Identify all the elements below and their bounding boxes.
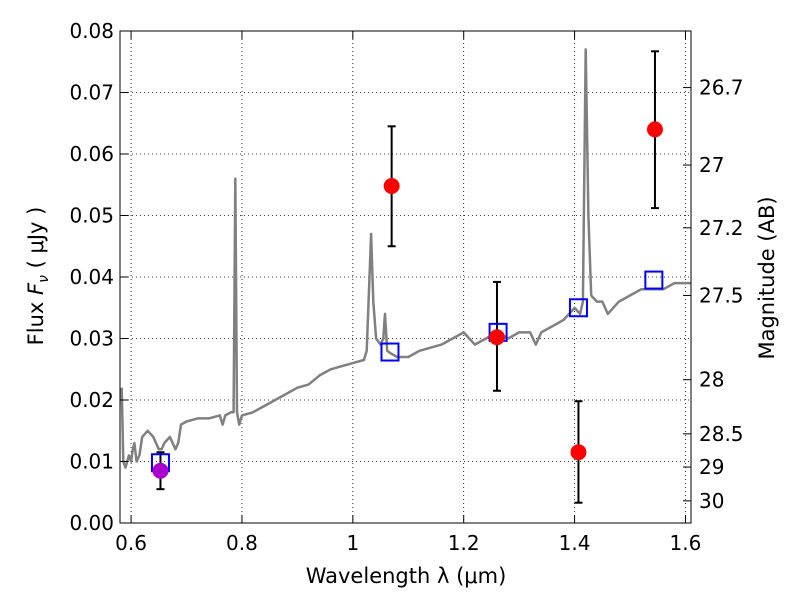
- model-square-marker: [644, 270, 664, 290]
- x-tick-label: 0.8: [226, 531, 258, 555]
- x-tick-label: 1.4: [559, 531, 591, 555]
- y2-axis-label: Magnitude (AB): [755, 196, 779, 359]
- observed-point: [646, 121, 663, 138]
- y-axis-label-symbol: F: [24, 282, 48, 295]
- y-tick-label: 0.01: [69, 450, 114, 474]
- x-axis-ticks: 0.6 0.8 1 1.2 1.4 1.6: [115, 31, 701, 555]
- y2-tick-label: 27.2: [699, 216, 744, 240]
- observed-point: [383, 177, 400, 194]
- y2-tick-label: 28.5: [699, 422, 744, 446]
- y2-axis-ticks: 26.7 27 27.2 27.5 28 28.5 29 30: [683, 76, 744, 513]
- observed-point: [488, 329, 505, 346]
- y-tick-label: 0.08: [69, 19, 114, 43]
- spectrum-line: [120, 48, 691, 469]
- x-tick-label: 1.6: [670, 531, 702, 555]
- y-tick-label: 0.02: [69, 388, 114, 412]
- y-axis-label-subscript: ν: [36, 275, 52, 283]
- y2-tick-label: 26.7: [699, 76, 744, 100]
- y2-tick-label: 28: [699, 368, 724, 392]
- y-tick-label: 0.06: [69, 142, 114, 166]
- plot-frame: [119, 30, 692, 524]
- y-tick-label: 0.03: [69, 327, 114, 351]
- y-axis-label-suffix: ( μJy ): [24, 207, 48, 275]
- x-tick-label: 0.6: [115, 531, 147, 555]
- model-square-marker: [380, 342, 400, 362]
- model-square-group: [150, 270, 664, 473]
- grid-lines: [120, 31, 691, 523]
- y-tick-label: 0.07: [69, 81, 114, 105]
- x-tick-label: 1: [346, 531, 359, 555]
- observed-point: [152, 462, 169, 479]
- y-tick-label: 0.05: [69, 204, 114, 228]
- x-tick-label: 1.2: [448, 531, 480, 555]
- y2-tick-label: 30: [699, 489, 724, 513]
- y2-tick-label: 29: [699, 455, 724, 479]
- observed-point-group: [152, 121, 663, 479]
- observed-point: [570, 444, 587, 461]
- spectrum-line-group: [120, 48, 691, 469]
- y-tick-label: 0.00: [69, 511, 114, 535]
- y-axis-label: Flux Fν ( μJy ): [24, 207, 52, 346]
- y-axis-label-prefix: Flux: [24, 295, 48, 345]
- y-tick-label: 0.04: [69, 265, 114, 289]
- x-axis-label: Wavelength λ (μm): [306, 564, 507, 588]
- model-square-marker: [568, 298, 588, 318]
- y-axis-ticks: 0.00 0.01 0.02 0.03 0.04 0.05 0.06 0.07 0.08: [69, 19, 128, 535]
- y2-tick-label: 27: [699, 153, 724, 177]
- y2-tick-label: 27.5: [699, 283, 744, 307]
